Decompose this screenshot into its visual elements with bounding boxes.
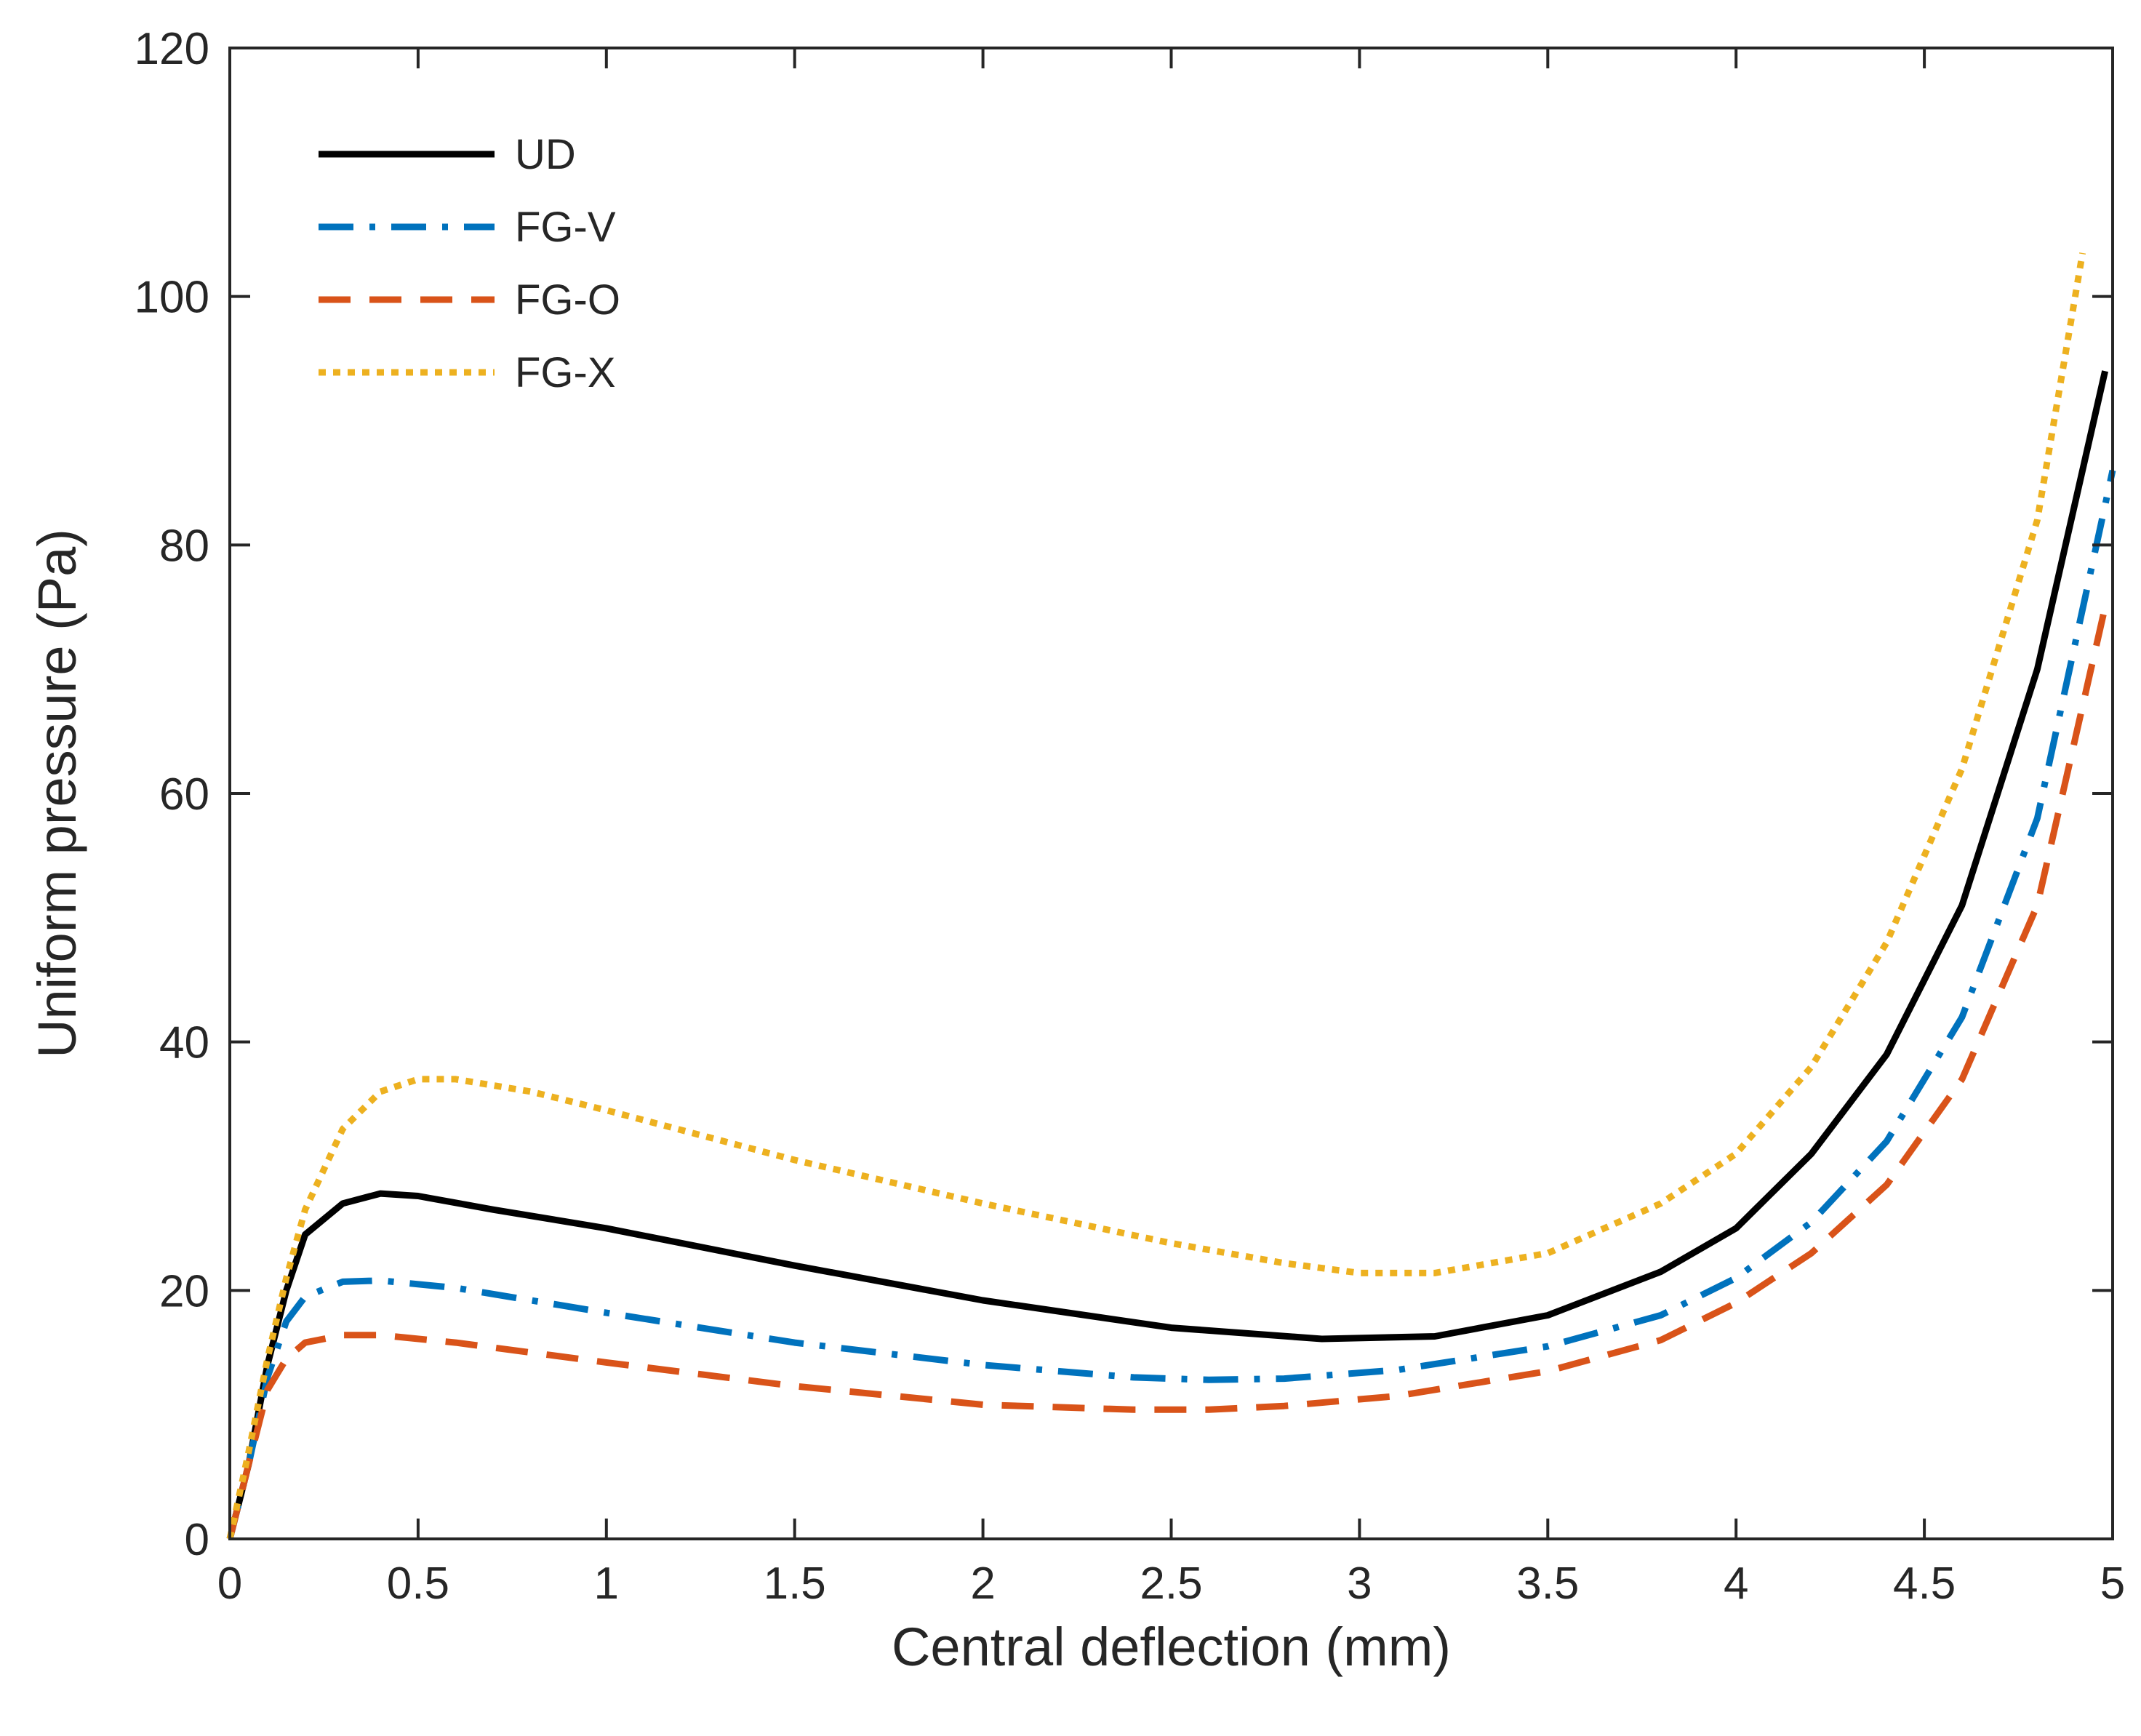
series-line-fg-x [226,252,2086,1540]
x-tick-label: 3.5 [1516,1559,1579,1609]
y-tick-label: 120 [135,24,209,74]
series-line-ud [226,370,2108,1540]
x-tick-label: 4 [1724,1559,1748,1609]
x-tick-label: 2.5 [1140,1559,1202,1609]
plot-area [230,48,2113,1539]
legend-label-ud: UD [515,131,576,178]
y-axis-label: Uniform pressure (Pa) [27,529,87,1058]
legend-label-fg-x: FG-X [515,349,616,396]
x-tick-label: 3 [1347,1559,1372,1609]
x-tick-label: 0.5 [387,1559,449,1609]
x-tick-label: 1 [594,1559,619,1609]
x-tick-label: 4.5 [1893,1559,1956,1609]
y-tick-label: 20 [159,1266,209,1316]
legend-label-fg-v: FG-V [515,204,616,251]
series-layer [226,252,2116,1540]
y-tick-label: 40 [159,1018,209,1068]
x-tick-label: 5 [2100,1559,2125,1609]
y-tick-label: 0 [185,1515,209,1565]
x-tick-label: 1.5 [764,1559,826,1609]
ticks-layer: 0 0.5 1 1.5 2 2.5 3 3.5 4 4.5 5 0 20 40 60 80 100 120 [135,24,2126,1609]
legend: UD FG-V FG-O FG-X [319,131,620,396]
legend-label-fg-o: FG-O [515,276,620,324]
series-line-fg-o [226,606,2108,1540]
y-tick-label: 60 [159,769,209,820]
plot-frame [228,47,2114,1540]
x-axis-label: Central deflection (mm) [892,1617,1451,1677]
y-tick-label: 80 [159,521,209,571]
y-tick-label: 100 [135,273,209,323]
x-tick-label: 2 [970,1559,995,1609]
x-tick-label: 0 [217,1559,242,1609]
series-line-fg-v [226,469,2116,1540]
